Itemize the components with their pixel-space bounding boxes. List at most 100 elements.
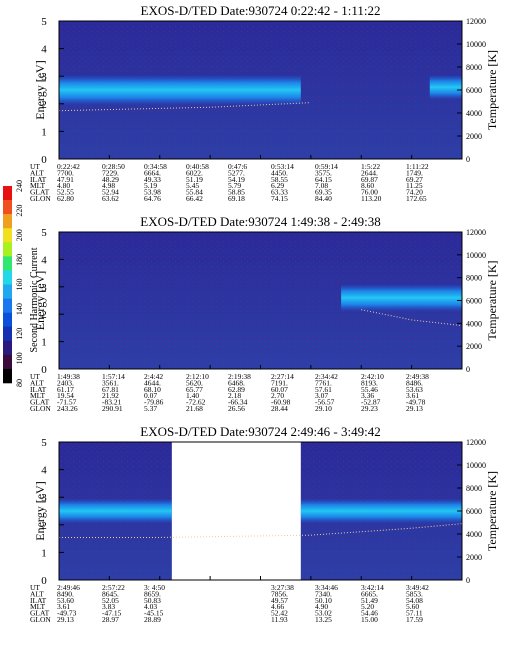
- table-cell: 52.05: [102, 596, 119, 605]
- y2-tick-label: 0: [466, 576, 470, 585]
- table-cell: 6665.: [361, 589, 378, 598]
- table-cell: 2:49:38: [406, 372, 429, 381]
- table-row-label: MLT: [30, 391, 46, 400]
- table-cell: 57.61: [315, 385, 332, 394]
- table-cell: 29.23: [361, 404, 378, 413]
- table-row-label: MLT: [30, 602, 46, 611]
- y-tick-label: 1: [41, 126, 47, 138]
- table-cell: 58.55: [271, 175, 288, 184]
- table-cell: 2:12:10: [186, 372, 209, 381]
- table-cell: 290.91: [102, 404, 123, 413]
- table-cell: 63.62: [102, 194, 119, 203]
- y-tick-label: 2: [41, 309, 47, 321]
- y-tick-label: 4: [41, 44, 47, 56]
- chart-title: EXOS-D/TED Date:930724 1:49:38 - 2:49:38: [140, 214, 380, 229]
- table-cell: 8.60: [361, 181, 374, 190]
- table-cell: 7229.: [102, 168, 119, 177]
- table-cell: 11.93: [271, 615, 288, 624]
- table-cell: 1:11:22: [406, 162, 429, 171]
- table-cell: 3.61: [57, 602, 70, 611]
- table-cell: 8659.: [144, 589, 161, 598]
- table-cell: 50.83: [144, 596, 161, 605]
- table-cell: 0:40:58: [186, 162, 209, 171]
- table-cell: 74.15: [271, 194, 288, 203]
- y-tick-label: 3: [41, 492, 47, 504]
- table-cell: 3: 4:50: [144, 583, 165, 592]
- table-cell: 8193.: [361, 378, 378, 387]
- table-cell: 4644.: [144, 378, 161, 387]
- table-cell: 0:34:58: [144, 162, 167, 171]
- table-cell: 29.10: [315, 404, 332, 413]
- panel-2: EXOS-D/TED Date:930724 1:49:38 - 2:49:38…: [30, 214, 499, 413]
- table-cell: 53.63: [406, 385, 423, 394]
- colorbar-segment: [3, 186, 12, 201]
- table-cell: 53.02: [315, 609, 332, 618]
- y2-tick-label: 8000: [466, 63, 482, 72]
- table-cell: 64.15: [315, 175, 332, 184]
- table-cell: 21.68: [186, 404, 203, 413]
- table-cell: 69.18: [228, 194, 245, 203]
- table-cell: 1:49:38: [57, 372, 80, 381]
- chart-title: EXOS-D/TED Date:930724 2:49:46 - 3:49:42: [140, 424, 380, 439]
- table-cell: 243.26: [57, 404, 78, 413]
- table-cell: 48.29: [102, 175, 119, 184]
- table-cell: 1749.: [406, 168, 423, 177]
- table-cell: 52.55: [57, 188, 74, 197]
- table-cell: 4.03: [144, 602, 157, 611]
- table-cell: -45.15: [144, 609, 164, 618]
- y2-tick-label: 6000: [466, 297, 482, 306]
- y-tick-label: 5: [41, 227, 47, 239]
- y2-tick-label: 8000: [466, 484, 482, 493]
- y2-tick-label: 8000: [466, 274, 482, 283]
- table-cell: 47.91: [57, 175, 74, 184]
- table-cell: 5620.: [186, 378, 203, 387]
- colorbar-segment: [3, 228, 12, 243]
- table-cell: 2:19:38: [228, 372, 251, 381]
- colorbar-segment: [3, 270, 12, 285]
- table-cell: 8645.: [102, 589, 119, 598]
- chart-title: EXOS-D/TED Date:930724 0:22:42 - 1:11:22: [141, 3, 381, 18]
- table-row-label: ILAT: [30, 175, 47, 184]
- table-cell: 28.97: [102, 615, 119, 624]
- ion-band: [300, 498, 462, 524]
- y2-axis-label: Temperature [K]: [485, 260, 499, 340]
- colorbar-tick-label: 80: [15, 379, 24, 387]
- table-cell: 58.85: [228, 188, 245, 197]
- table-cell: 69.87: [361, 175, 378, 184]
- table-cell: 0:53:14: [271, 162, 294, 171]
- colorbar-tick-label: 220: [15, 205, 24, 217]
- table-cell: 0:47:6: [228, 162, 247, 171]
- table-cell: 57.11: [406, 609, 423, 618]
- table-cell: 5.37: [144, 404, 157, 413]
- y-axis-label: Energy [eV]: [33, 60, 47, 119]
- table-cell: 54.08: [406, 596, 423, 605]
- y-tick-label: 0: [41, 575, 47, 587]
- table-cell: 4.98: [102, 181, 115, 190]
- colorbar-segment: [3, 256, 12, 271]
- table-cell: 3:49:42: [406, 583, 429, 592]
- table-cell: 172.65: [406, 194, 427, 203]
- table-cell: 3575.: [315, 168, 332, 177]
- table-cell: 28.44: [271, 404, 288, 413]
- table-cell: 21.92: [102, 391, 119, 400]
- colorbar-label: Second Harmonic Current: [29, 247, 40, 352]
- table-row-label: GLON: [30, 404, 51, 413]
- y2-tick-label: 4000: [466, 319, 482, 328]
- y-tick-label: 1: [41, 547, 47, 559]
- table-cell: 66.42: [186, 194, 203, 203]
- table-cell: -66.34: [228, 398, 248, 407]
- table-cell: 4.66: [271, 602, 284, 611]
- table-cell: 52.94: [102, 188, 119, 197]
- table-cell: 2403.: [57, 378, 74, 387]
- colorbar-tick-label: 240: [15, 180, 24, 192]
- table-cell: 5277.: [228, 168, 245, 177]
- y2-tick-label: 12000: [466, 438, 486, 447]
- y2-tick-label: 10000: [466, 251, 486, 260]
- table-cell: -60.98: [271, 398, 291, 407]
- table-cell: 67.81: [102, 385, 119, 394]
- table-cell: 76.00: [361, 188, 378, 197]
- table-cell: 54.46: [361, 609, 378, 618]
- table-cell: 4.80: [57, 181, 70, 190]
- colorbar-segment: [3, 298, 12, 313]
